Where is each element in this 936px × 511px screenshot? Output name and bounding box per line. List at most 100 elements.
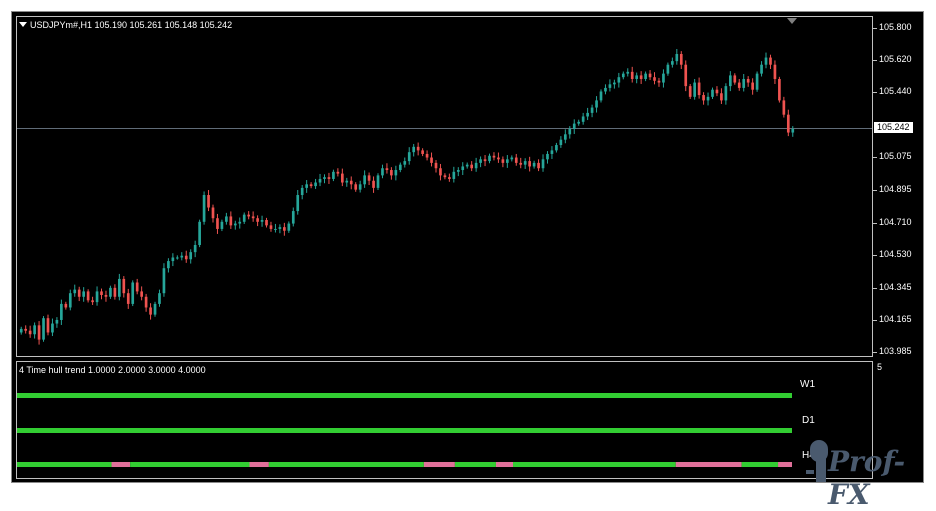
candle-body bbox=[599, 91, 603, 101]
candle-body bbox=[269, 225, 273, 229]
candle-body bbox=[51, 323, 54, 333]
candle-body bbox=[653, 77, 656, 81]
price-axis-tick bbox=[873, 189, 877, 191]
candle-body bbox=[189, 252, 193, 260]
candle-body bbox=[184, 255, 188, 260]
candle-body bbox=[367, 175, 371, 181]
candle-body bbox=[778, 78, 781, 101]
candle-body bbox=[229, 216, 233, 226]
candle-body bbox=[751, 82, 754, 90]
candle-body bbox=[332, 171, 335, 179]
trend-bar-h4-segment bbox=[268, 462, 424, 467]
candle-body bbox=[100, 291, 103, 295]
candle-body bbox=[421, 150, 424, 154]
price-axis[interactable]: 105.800 105.620 105.440 105.075 104.895 104.7… bbox=[873, 16, 923, 357]
trend-bar-h4-segment bbox=[513, 462, 676, 467]
candle-body bbox=[519, 162, 523, 165]
candle-body bbox=[403, 161, 407, 165]
price-axis-tick bbox=[873, 60, 877, 62]
candle-body bbox=[233, 223, 237, 226]
candle-body bbox=[733, 75, 737, 83]
candle-body bbox=[648, 73, 652, 78]
candle-body bbox=[550, 150, 554, 154]
candle-body bbox=[755, 73, 759, 90]
candle-body bbox=[256, 218, 259, 222]
candle-body bbox=[439, 168, 442, 176]
price-axis-tick bbox=[873, 28, 877, 29]
price-axis-label: 104.165 bbox=[879, 313, 912, 324]
candle-body bbox=[746, 78, 750, 83]
candle-body bbox=[737, 82, 741, 88]
candle-body bbox=[345, 180, 349, 183]
candle-body bbox=[109, 287, 112, 297]
candle-body bbox=[354, 184, 358, 190]
indicator-axis[interactable]: 5 bbox=[873, 361, 923, 479]
candle-body bbox=[305, 184, 308, 188]
prof-fx-watermark: Prof-FX bbox=[806, 436, 932, 511]
candle-body bbox=[86, 291, 90, 301]
candle-body bbox=[167, 261, 170, 269]
trend-bar-h4-segment bbox=[454, 462, 496, 467]
candle-body bbox=[336, 171, 340, 174]
candle-body bbox=[688, 86, 692, 97]
candle-body bbox=[568, 128, 572, 135]
candle-body bbox=[581, 116, 585, 122]
candle-body bbox=[608, 84, 612, 88]
candle-body bbox=[19, 328, 23, 333]
chart-window[interactable]: USDJPYm#,H1 105.190 105.261 105.148 105.… bbox=[11, 11, 924, 483]
candle-body bbox=[782, 100, 786, 115]
candle-body bbox=[283, 227, 286, 231]
dropdown-triangle-icon[interactable] bbox=[19, 22, 27, 27]
candle-body bbox=[443, 175, 447, 178]
trend-bar-w1 bbox=[17, 393, 792, 398]
candle-body bbox=[162, 268, 166, 294]
candle-body bbox=[474, 162, 478, 169]
candle-body bbox=[42, 318, 45, 340]
indicator-pane[interactable]: 4 Time hull trend 1.0000 2.0000 3.0000 4… bbox=[16, 361, 873, 479]
price-axis-tick bbox=[873, 352, 877, 353]
candle-body bbox=[546, 153, 549, 160]
trend-bar-h4-segment bbox=[495, 462, 513, 467]
hull-trend-bars bbox=[17, 393, 792, 467]
candle-body bbox=[131, 282, 135, 304]
candle-body bbox=[77, 289, 81, 297]
candle-body bbox=[327, 177, 331, 179]
price-axis-tick bbox=[873, 92, 877, 94]
candle-body bbox=[764, 57, 768, 65]
candle-body bbox=[412, 146, 416, 153]
candle-body bbox=[385, 168, 389, 171]
candle-body bbox=[180, 255, 184, 258]
candle-body bbox=[555, 145, 558, 151]
candle-body bbox=[407, 152, 411, 162]
candle-body bbox=[452, 171, 456, 179]
candle-body bbox=[483, 159, 487, 162]
candle-body bbox=[144, 296, 148, 308]
chart-shift-marker-icon[interactable] bbox=[787, 18, 797, 24]
candle-body bbox=[216, 218, 219, 229]
candle-body bbox=[287, 223, 291, 231]
candle-body bbox=[247, 214, 251, 217]
current-price-label: 105.242 bbox=[874, 121, 913, 133]
candle-body bbox=[68, 293, 72, 308]
candle-body bbox=[666, 64, 670, 74]
candle-body bbox=[314, 182, 317, 187]
candle-body bbox=[33, 325, 36, 335]
candle-body bbox=[559, 139, 563, 146]
symbol-info-line: USDJPYm#,H1 105.190 105.261 105.148 105.… bbox=[19, 20, 232, 30]
candle-body bbox=[528, 161, 531, 167]
candle-body bbox=[416, 146, 420, 151]
candle-body bbox=[577, 121, 581, 124]
price-axis-label: 104.895 bbox=[879, 183, 912, 194]
candle-body bbox=[153, 303, 157, 315]
price-axis-label: 104.530 bbox=[879, 248, 912, 259]
price-axis-label: 105.440 bbox=[879, 86, 912, 97]
candle-body bbox=[635, 75, 639, 79]
candlestick-chart bbox=[17, 48, 872, 345]
prof-fx-logo-icon bbox=[806, 440, 828, 482]
candle-body bbox=[506, 159, 509, 163]
price-pane[interactable]: USDJPYm#,H1 105.190 105.261 105.148 105.… bbox=[16, 16, 873, 357]
candle-body bbox=[193, 245, 197, 253]
candle-body bbox=[630, 71, 634, 79]
candle-body bbox=[358, 184, 362, 190]
candle-body bbox=[662, 73, 665, 83]
